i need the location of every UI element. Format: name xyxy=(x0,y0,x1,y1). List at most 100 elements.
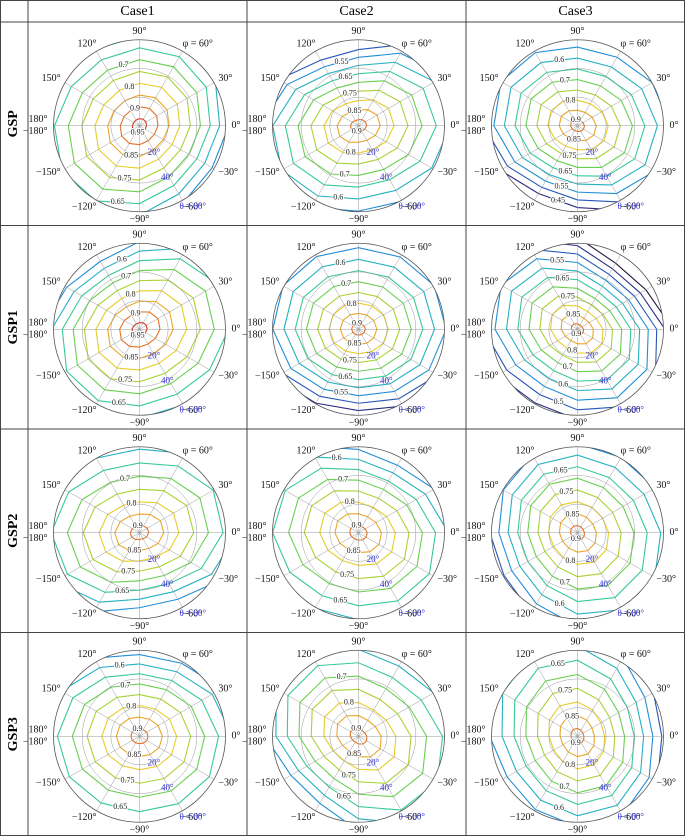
plot-boundary xyxy=(53,39,226,213)
phi-label: 30° xyxy=(656,684,670,695)
theta-label: 20° xyxy=(367,554,380,564)
contour-label: 0.75 xyxy=(558,686,572,695)
phi-label: 150° xyxy=(261,73,280,84)
phi-label: −150° xyxy=(36,574,61,585)
contour-label: 0.9 xyxy=(571,329,581,338)
radial-line xyxy=(96,51,140,126)
phi-label: φ = 60° xyxy=(402,39,432,50)
contour-label: 0.65 xyxy=(115,586,129,595)
contour-label: 0.9 xyxy=(571,738,581,747)
theta-label: 20° xyxy=(586,757,599,767)
phi-label: −180° xyxy=(461,737,486,748)
contour-label: 0.55 xyxy=(334,57,348,66)
radial-line xyxy=(139,329,215,373)
theta-label: 20° xyxy=(367,350,380,360)
phi-label: −90° xyxy=(349,825,369,836)
phi-label: 30° xyxy=(437,277,451,288)
contour-label: 0.65 xyxy=(333,596,347,605)
polar-plot: 0.55 0.6 0.65 0.7 0.75 0.8 0.85 0.9 xyxy=(272,243,445,416)
theta-label: θ = 60° xyxy=(398,201,425,211)
phi-label: 30° xyxy=(656,73,670,84)
phi-label: 30° xyxy=(218,73,232,84)
radial-line xyxy=(283,286,359,330)
contour xyxy=(101,705,178,771)
radial-line xyxy=(502,736,578,780)
phi-label: 120° xyxy=(297,242,316,253)
contour-label: 0.95 xyxy=(131,331,145,340)
phi-label: −180° xyxy=(23,737,48,748)
phi-label: −120° xyxy=(72,405,97,416)
contour-label: 0.85 xyxy=(124,353,138,362)
theta-circle xyxy=(548,96,607,155)
contour-label: 0.85 xyxy=(348,106,362,115)
theta-label: θ = 60° xyxy=(398,608,425,618)
phi-label: −90° xyxy=(130,214,150,225)
phi-label: 180° xyxy=(29,521,48,532)
radial-line xyxy=(577,329,653,373)
phi-label: −150° xyxy=(255,778,280,789)
phi-label: 0° xyxy=(451,324,460,335)
radial-line xyxy=(139,736,215,780)
contour-label: 0.8 xyxy=(347,299,357,308)
contour xyxy=(272,456,445,619)
theta-label: 40° xyxy=(599,579,612,589)
contour-label: 0.7 xyxy=(118,60,128,69)
phi-label: 0° xyxy=(232,120,241,131)
phi-label: −60° xyxy=(621,812,641,823)
contour-label: 0.9 xyxy=(351,723,361,732)
contour-label: 0.85 xyxy=(348,339,362,348)
phi-label: 180° xyxy=(467,114,486,125)
phi-label: −120° xyxy=(510,608,535,619)
phi-label: −180° xyxy=(242,330,267,341)
radial-line xyxy=(139,458,183,533)
phi-label: −180° xyxy=(242,126,267,137)
contour-label: 0.8 xyxy=(126,290,136,299)
radial-line xyxy=(64,532,140,576)
radial-line xyxy=(139,489,215,533)
phi-label: 150° xyxy=(261,480,280,491)
contour xyxy=(319,501,396,566)
theta-circle xyxy=(81,271,198,387)
phi-label: −30° xyxy=(437,778,457,789)
radial-line xyxy=(64,693,140,737)
phi-label: −30° xyxy=(218,167,238,178)
phi-label: −120° xyxy=(291,608,316,619)
phi-label: 0° xyxy=(451,731,460,742)
phi-label: −180° xyxy=(461,533,486,544)
phi-label: φ = 60° xyxy=(402,446,432,457)
theta-label: 40° xyxy=(161,579,174,589)
phi-label: −180° xyxy=(461,330,486,341)
radial-line xyxy=(534,736,578,811)
plot-boundary xyxy=(491,39,664,213)
contour-label: 0.65 xyxy=(556,273,570,282)
contour-label: 0.9 xyxy=(571,534,581,543)
phi-label: −30° xyxy=(218,574,238,585)
column-header: Case3 xyxy=(558,4,592,19)
phi-label: −90° xyxy=(349,214,369,225)
phi-label: 90° xyxy=(133,230,147,241)
contour-label: 0.8 xyxy=(565,760,575,769)
radial-line xyxy=(64,736,140,780)
contour-label: 0.55 xyxy=(550,255,564,264)
phi-label: −90° xyxy=(130,825,150,836)
radial-line xyxy=(577,82,653,126)
radial-line xyxy=(139,286,215,330)
phi-label: −150° xyxy=(474,778,499,789)
phi-label: −90° xyxy=(349,418,369,429)
phi-label: −120° xyxy=(291,812,316,823)
contour-label: 0.7 xyxy=(120,474,130,483)
phi-label: 120° xyxy=(78,242,97,253)
radial-line xyxy=(315,532,359,608)
phi-label: −150° xyxy=(255,371,280,382)
radial-line xyxy=(283,82,359,126)
contour-label: 0.75 xyxy=(120,775,134,784)
column-header: Case2 xyxy=(339,4,373,19)
contour-label: 0.75 xyxy=(121,566,135,575)
contour-label: 0.6 xyxy=(558,379,568,388)
phi-label: −120° xyxy=(510,812,535,823)
theta-circle xyxy=(300,271,417,387)
radial-line xyxy=(96,532,140,608)
contour-label: 0.55 xyxy=(555,181,569,190)
radial-line xyxy=(502,125,578,169)
phi-label: −180° xyxy=(23,533,48,544)
